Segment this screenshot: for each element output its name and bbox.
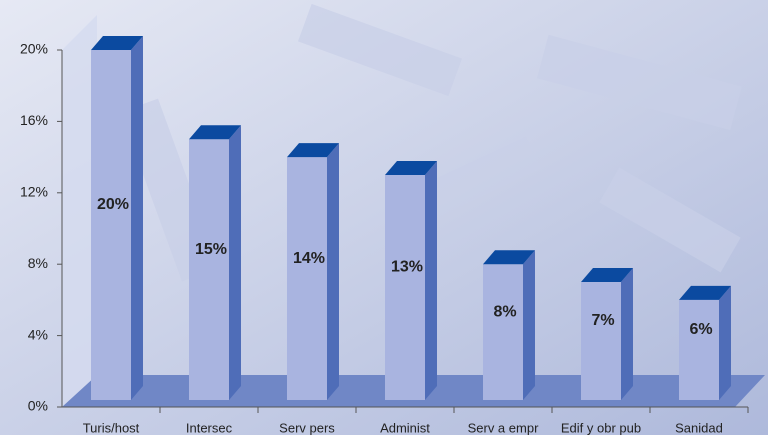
bar-side	[131, 36, 143, 400]
value-label: 7%	[591, 312, 614, 329]
bar-top	[385, 160, 437, 175]
bar	[189, 139, 229, 400]
back-wall	[62, 15, 97, 407]
bar	[91, 50, 131, 400]
bar	[483, 264, 523, 400]
value-label: 8%	[493, 303, 516, 320]
bar-side	[523, 250, 535, 400]
x-tick-label: Intersec	[186, 420, 233, 435]
bar-side	[327, 143, 339, 400]
x-tick-label: Administ	[380, 420, 430, 435]
bar-side	[719, 285, 731, 400]
value-label: 6%	[689, 321, 712, 338]
bar-top	[91, 36, 143, 50]
y-tick-label: 16%	[20, 112, 48, 128]
bar	[679, 299, 719, 400]
x-tick-label: Serv a empr	[468, 420, 539, 435]
bar-top	[679, 285, 731, 300]
x-tick-label: Sanidad	[675, 420, 723, 435]
bar-side	[425, 160, 437, 400]
value-label: 15%	[195, 241, 227, 258]
y-tick-label: 8%	[28, 255, 48, 271]
y-tick-label: 0%	[28, 398, 48, 414]
bar-top	[483, 250, 535, 265]
x-tick-label: Serv pers	[279, 420, 335, 435]
bar	[581, 282, 621, 400]
x-tick-label: Turis/host	[83, 420, 140, 435]
bar-side	[621, 268, 633, 400]
y-tick-label: 12%	[20, 184, 48, 200]
bar-top	[189, 125, 241, 140]
y-tick-label: 4%	[28, 326, 48, 342]
value-label: 20%	[97, 196, 129, 213]
bar-top	[581, 268, 633, 283]
x-tick-label: Edif y obr pub	[561, 420, 641, 435]
bar-top	[287, 143, 339, 158]
bar	[287, 157, 327, 400]
bar	[385, 174, 425, 400]
value-label: 13%	[391, 259, 423, 276]
y-tick-label: 20%	[20, 41, 48, 57]
value-label: 14%	[293, 250, 325, 267]
bar-side	[229, 125, 241, 400]
